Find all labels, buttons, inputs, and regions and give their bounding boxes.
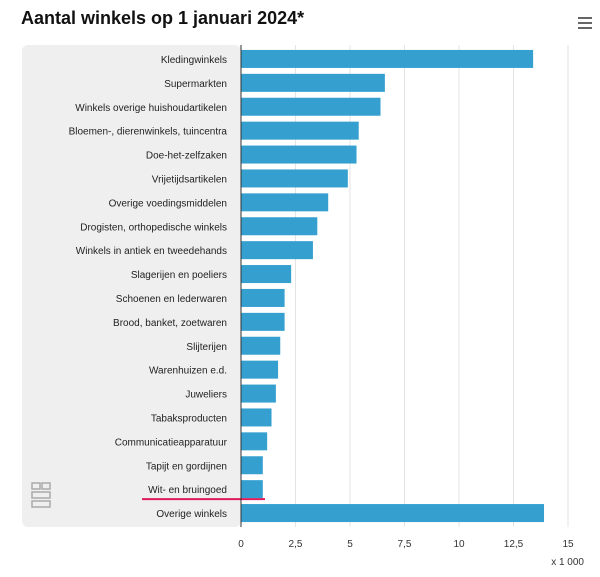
bar [241,97,381,116]
bar [241,504,545,523]
category-label: Winkels in antiek en tweedehands [76,246,227,257]
category-label: Schoenen en lederwaren [116,294,227,305]
x-tick-label: 5 [347,539,353,550]
bar [241,73,385,92]
x-tick-label: 2,5 [289,539,303,550]
bar [241,241,313,260]
category-panel [22,45,241,527]
cbs-logo-icon [31,482,51,508]
x-tick-label: 12,5 [504,539,524,550]
bar [241,480,263,499]
category-label: Brood, banket, zoetwaren [113,318,227,329]
category-label: Tapijt en gordijnen [146,461,227,472]
category-label: Vrijetijdsartikelen [152,174,227,185]
x-tick-label: 10 [453,539,465,550]
hamburger-menu-icon[interactable] [578,17,592,32]
x-axis-label: x 1 000 [551,557,584,568]
bar [241,49,534,68]
category-label: Winkels overige huishoudartikelen [75,103,227,114]
bar [241,169,348,188]
bar [241,456,263,475]
category-label: Juweliers [185,390,227,401]
category-label: Tabaksproducten [151,413,227,424]
category-label: Slijterijen [186,342,227,353]
x-tick-label: 0 [238,539,244,550]
category-label: Communicatieapparatuur [115,437,228,448]
category-label: Kledingwinkels [161,55,227,66]
bar [241,288,285,307]
chart-title: Aantal winkels op 1 januari 2024* [21,8,305,28]
category-label: Bloemen-, dierenwinkels, tuincentra [69,127,228,138]
category-label: Drogisten, orthopedische winkels [80,222,227,233]
category-label: Wit- en bruingoed [148,485,227,496]
bar [241,408,272,427]
bar [241,432,268,451]
bar [241,360,279,379]
category-label: Slagerijen en poeliers [131,270,227,281]
bar [241,145,357,164]
category-label: Supermarkten [164,79,227,90]
category-label: Overige voedingsmiddelen [109,198,227,209]
bar [241,312,285,331]
bar [241,193,329,212]
bar [241,265,292,284]
category-label: Doe-het-zelfzaken [146,151,227,162]
category-label: Overige winkels [156,509,227,520]
bar [241,336,281,355]
bar [241,121,359,140]
bar [241,384,276,403]
x-tick-label: 15 [562,539,574,550]
bar [241,217,318,236]
x-tick-label: 7,5 [398,539,412,550]
category-label: Warenhuizen e.d. [149,366,227,377]
